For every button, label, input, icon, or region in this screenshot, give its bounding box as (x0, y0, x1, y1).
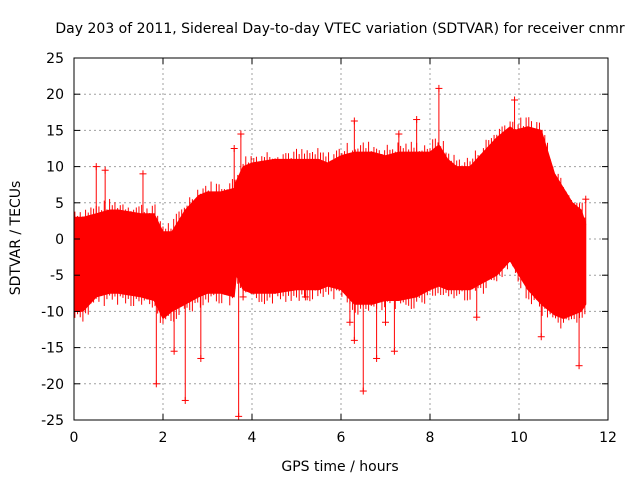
outlier-point (435, 84, 443, 145)
outlier-point (359, 304, 367, 395)
outlier-point (582, 195, 590, 225)
x-axis-label: GPS time / hours (281, 459, 398, 475)
outlier-point (511, 96, 519, 131)
outlier-point (230, 145, 238, 189)
y-tick-label: -15 (41, 341, 64, 357)
outlier-point (395, 130, 403, 153)
outlier-point (382, 300, 389, 326)
chart-title: Day 203 of 2011, Sidereal Day-to-day VTE… (55, 21, 624, 37)
outlier-point (239, 289, 247, 301)
outlier-point (152, 305, 160, 388)
axis-ticks: 0 2 4 6 8 10 12 -25 -20 -15 -10 -5 0 5 10 15 20 25 (41, 51, 617, 446)
y-tick-label: -5 (50, 268, 64, 284)
y-tick-label: -25 (41, 413, 64, 429)
x-tick-label: 0 (70, 430, 79, 446)
data-series (73, 84, 590, 420)
y-tick-label: 10 (46, 160, 64, 176)
outlier-point (92, 163, 100, 214)
y-axis-label: SDTVAR / TECUs (8, 181, 24, 296)
x-tick-label: 6 (337, 430, 346, 446)
outlier-point (301, 289, 309, 301)
plot-frame (73, 57, 609, 421)
y-tick-label: 5 (55, 196, 64, 212)
x-tick-label: 12 (599, 430, 617, 446)
outlier-point (237, 130, 245, 172)
x-tick-label: 10 (510, 430, 528, 446)
y-tick-label: -20 (41, 377, 64, 393)
x-tick-label: 8 (426, 430, 435, 446)
y-tick-label: -10 (41, 304, 64, 320)
y-tick-label: 0 (55, 232, 64, 248)
outlier-point (346, 299, 354, 326)
x-tick-label: 2 (159, 430, 168, 446)
outlier-point (390, 300, 398, 355)
outlier-point (373, 302, 381, 362)
outlier-point (181, 304, 189, 404)
data-band (73, 126, 587, 320)
y-tick-label: 25 (46, 51, 64, 67)
outlier-point (235, 280, 243, 420)
outlier-point (350, 117, 358, 153)
outlier-point (575, 312, 583, 370)
outlier-point (350, 304, 358, 344)
outlier-point (537, 304, 545, 341)
y-tick-label: 20 (46, 87, 64, 103)
outlier-point (413, 116, 421, 153)
outlier-point (473, 286, 481, 321)
outlier-point (101, 166, 109, 212)
x-tick-label: 4 (248, 430, 257, 446)
outlier-point (170, 310, 178, 355)
outlier-point (139, 170, 147, 214)
outlier-point (197, 296, 205, 362)
y-tick-label: 15 (46, 123, 64, 139)
